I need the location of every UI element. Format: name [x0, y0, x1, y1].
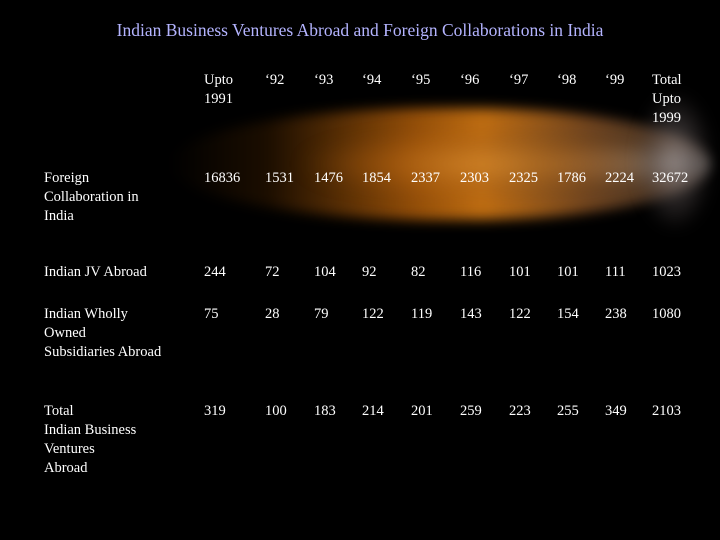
table-cell: 72 — [265, 264, 280, 280]
header-total-upto-1999: Total Upto 1999 — [652, 72, 682, 126]
table-cell: 92 — [362, 264, 377, 280]
table-cell: 1080 — [652, 306, 681, 322]
row-label-indian-jv-abroad: Indian JV Abroad — [44, 264, 147, 280]
table-cell: 1786 — [557, 170, 586, 186]
table-cell: 104 — [314, 264, 336, 280]
table-cell: 349 — [605, 403, 627, 419]
table-cell: 79 — [314, 306, 329, 322]
header-99: ‘99 — [605, 72, 625, 88]
table-cell: 238 — [605, 306, 627, 322]
table-cell: 16836 — [204, 170, 241, 186]
row-label-total-indian-business-ventures: Total Indian Business Ventures Abroad — [44, 403, 137, 476]
row-label-indian-wholly-owned-subsidiaries: Indian Wholly Owned Subsidiaries Abroad — [44, 306, 162, 360]
header-93: ‘93 — [314, 72, 334, 88]
header-97: ‘97 — [509, 72, 529, 88]
table-cell: 116 — [460, 264, 482, 280]
table-cell: 101 — [509, 264, 531, 280]
table-cell: 100 — [265, 403, 287, 419]
table-cell: 319 — [204, 403, 226, 419]
table-cell: 122 — [509, 306, 531, 322]
header-96: ‘96 — [460, 72, 480, 88]
table-cell: 223 — [509, 403, 531, 419]
table-cell: 259 — [460, 403, 482, 419]
table-cell: 1531 — [265, 170, 294, 186]
table-cell: 2325 — [509, 170, 538, 186]
table-cell: 32672 — [652, 170, 689, 186]
header-upto-1991: Upto 1991 — [204, 72, 233, 107]
table-cell: 2337 — [411, 170, 440, 186]
table-cell: 28 — [265, 306, 280, 322]
table-cell: 201 — [411, 403, 433, 419]
slide-title: Indian Business Ventures Abroad and Fore… — [116, 20, 604, 40]
header-98: ‘98 — [557, 72, 577, 88]
table-cell: 1476 — [314, 170, 343, 186]
table-cell: 111 — [605, 264, 626, 280]
table-cell: 75 — [204, 306, 219, 322]
table-cell: 82 — [411, 264, 426, 280]
table-cell: 2303 — [460, 170, 489, 186]
grey-glow-end — [640, 96, 710, 226]
header-94: ‘94 — [362, 72, 382, 88]
table-cell: 244 — [204, 264, 226, 280]
table-cell: 183 — [314, 403, 336, 419]
orange-glow-core — [250, 124, 680, 204]
table-cell: 154 — [557, 306, 579, 322]
table-cell: 143 — [460, 306, 482, 322]
row-label-foreign-collaboration: Foreign Collaboration in India — [44, 170, 139, 224]
table-cell: 1023 — [652, 264, 681, 280]
table-cell: 119 — [411, 306, 433, 322]
table-cell: 122 — [362, 306, 384, 322]
table-cell: 2224 — [605, 170, 634, 186]
table-cell: 101 — [557, 264, 579, 280]
table-cell: 2103 — [652, 403, 681, 419]
header-92: ‘92 — [265, 72, 285, 88]
table-cell: 255 — [557, 403, 579, 419]
table-cell: 214 — [362, 403, 384, 419]
table-cell: 1854 — [362, 170, 391, 186]
header-95: ‘95 — [411, 72, 431, 88]
